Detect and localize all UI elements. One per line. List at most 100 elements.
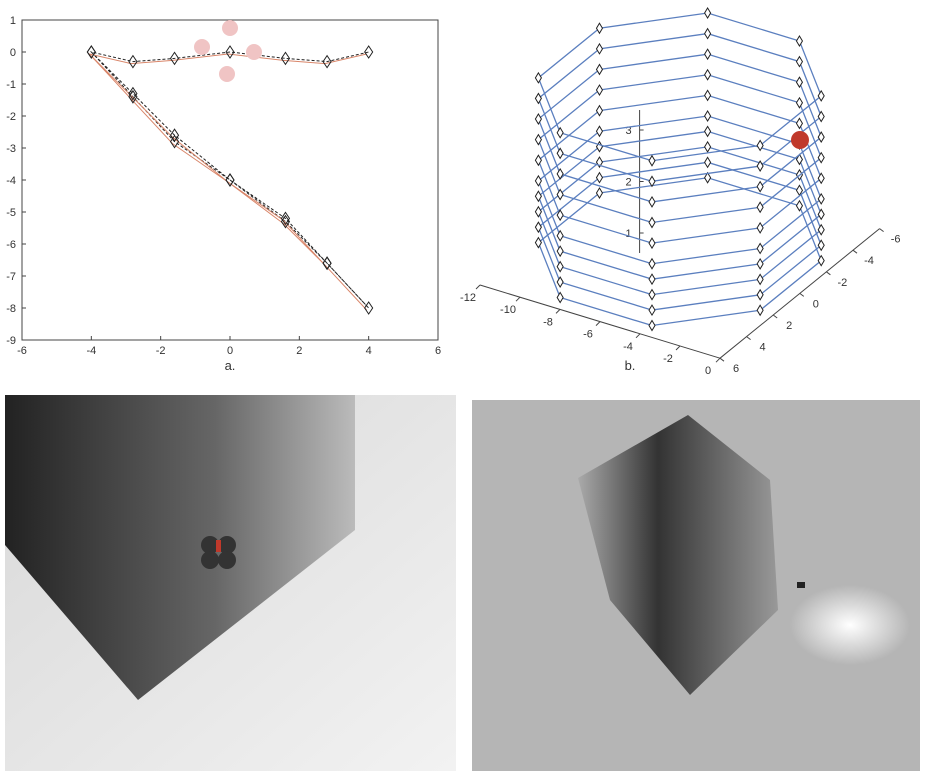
x-tick: [555, 309, 561, 314]
waypoint: [704, 48, 712, 61]
ring: [537, 12, 822, 162]
waypoint: [322, 256, 332, 271]
waypoint: [534, 205, 542, 218]
x-tick-label: 4: [366, 345, 372, 357]
waypoint: [817, 223, 825, 236]
x-tick: [715, 357, 721, 363]
waypoint: [817, 172, 825, 185]
x-tick: [515, 296, 521, 302]
ring: [537, 53, 822, 203]
y-tick-label: 0: [813, 298, 819, 310]
waypoint: [169, 134, 180, 149]
reference-path: [89, 51, 370, 309]
x-tick: [475, 284, 481, 290]
y-tick: [799, 292, 805, 297]
waypoint: [817, 208, 825, 221]
waypoint: [556, 188, 564, 201]
waypoint: [364, 301, 374, 315]
y-tick-label: -6: [891, 234, 901, 246]
waypoint: [795, 117, 804, 130]
y-tick-label: 6: [733, 363, 739, 375]
x-tick-label: -10: [500, 304, 516, 316]
waypoint: [595, 171, 604, 184]
waypoint: [595, 187, 604, 200]
waypoint: [648, 175, 656, 188]
y-tick: [826, 271, 831, 276]
waypoint: [86, 45, 96, 59]
x-tick-label: -8: [543, 316, 553, 328]
waypoint: [556, 167, 564, 180]
y-tick: [719, 357, 725, 362]
waypoint: [225, 45, 235, 59]
waypoint: [280, 211, 291, 226]
y-tick-label: 0: [10, 47, 16, 59]
ring: [537, 130, 822, 280]
x-tick-label: 2: [296, 345, 302, 357]
waypoint: [364, 45, 374, 59]
waypoint: [128, 86, 138, 101]
waypoint: [556, 147, 564, 160]
waypoint: [556, 291, 564, 304]
x-tick-label: -2: [156, 345, 166, 357]
waypoint: [756, 242, 764, 255]
waypoint: [795, 96, 804, 109]
waypoint: [534, 71, 542, 84]
waypoint: [595, 42, 604, 55]
waypoint: [595, 63, 604, 76]
drone-icon: [219, 66, 235, 82]
waypoint: [648, 273, 656, 286]
y-tick-label: -8: [6, 303, 16, 315]
waypoint: [595, 140, 604, 153]
waypoint: [595, 84, 604, 97]
waypoint: [704, 110, 712, 122]
drone-icon: [791, 131, 809, 149]
waypoint: [648, 195, 656, 208]
waypoint: [817, 131, 825, 144]
waypoint: [756, 201, 764, 214]
waypoint: [648, 216, 656, 229]
waypoint: [704, 89, 712, 102]
waypoint: [795, 199, 804, 212]
waypoint: [704, 140, 712, 153]
y-tick-label: 1: [10, 15, 16, 27]
waypoint: [556, 126, 564, 139]
render-left: [5, 395, 456, 771]
waypoint: [795, 55, 804, 68]
waypoint: [756, 180, 764, 193]
waypoint: [322, 54, 332, 69]
waypoint: [704, 7, 712, 19]
x-tick-label: 6: [435, 345, 441, 357]
waypoint: [556, 245, 564, 258]
y-tick-label: 2: [786, 320, 792, 332]
x-tick-label: -4: [623, 341, 633, 353]
waypoint: [128, 89, 138, 104]
waypoint: [534, 154, 542, 167]
waypoint: [795, 153, 804, 166]
x-tick-label: 0: [227, 345, 233, 357]
waypoint: [704, 171, 712, 184]
x-tick: [675, 345, 681, 351]
x-tick-label: -6: [17, 345, 27, 357]
ring: [537, 74, 822, 224]
ring: [537, 115, 822, 265]
ring: [537, 161, 822, 311]
waypoint: [795, 35, 804, 47]
waypoint: [648, 288, 656, 301]
y-tick: [852, 249, 858, 254]
x-tick: [635, 333, 641, 339]
ring: [537, 177, 822, 327]
waypoint: [795, 76, 804, 89]
x-tick-label: -2: [663, 353, 673, 365]
waypoint: [704, 27, 712, 40]
waypoint: [169, 128, 180, 143]
z-tick-label: 1: [625, 228, 631, 240]
render-right: [472, 400, 920, 771]
waypoint: [534, 174, 542, 187]
waypoint: [280, 51, 291, 66]
waypoint: [225, 173, 235, 187]
waypoint: [756, 288, 764, 301]
caption: a.: [225, 358, 236, 373]
waypoint: [534, 190, 542, 203]
waypoint: [648, 304, 656, 317]
